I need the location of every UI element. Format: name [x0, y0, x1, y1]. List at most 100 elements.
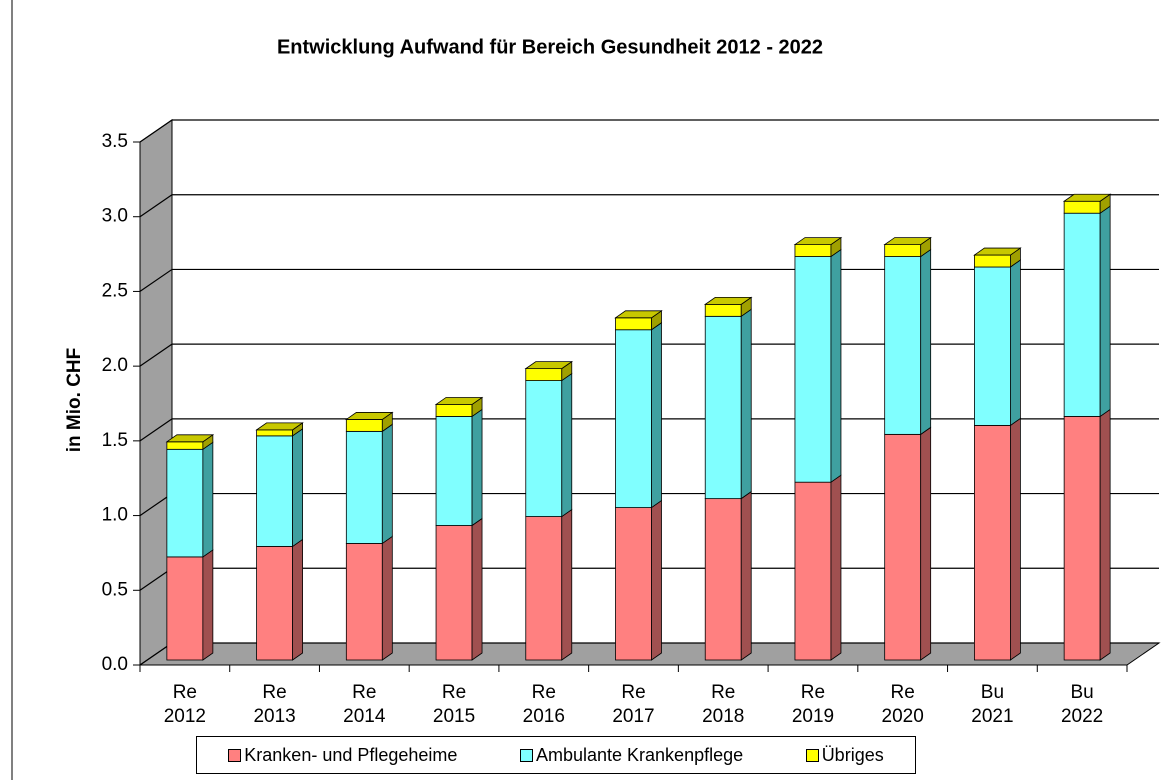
bar	[974, 417, 1021, 661]
bar-front	[615, 507, 652, 661]
x-tick-label: Re 2019	[791, 682, 835, 727]
bar-front	[794, 256, 832, 483]
x-tick-label: Re 2017	[612, 682, 655, 727]
bar-top	[1062, 193, 1112, 202]
x-tick-label: Re 2013	[253, 682, 296, 727]
legend-swatch	[805, 748, 819, 762]
bar-side	[1010, 259, 1021, 427]
bar	[256, 428, 303, 548]
bar	[883, 236, 932, 258]
y-tick-label: 1.5	[102, 430, 128, 451]
x-tick-label: Re 2012	[163, 682, 206, 727]
bar-side	[920, 426, 932, 661]
bar-top	[434, 397, 484, 405]
legend-label: Kranken- und Pflegeheime	[244, 744, 458, 765]
bar	[704, 490, 752, 661]
bar-front	[974, 266, 1011, 426]
bar-top	[793, 237, 843, 245]
bar	[435, 408, 483, 527]
bar	[615, 499, 662, 661]
bar	[345, 535, 393, 661]
bar	[166, 549, 214, 661]
legend-swatch	[519, 748, 533, 762]
bar-front	[884, 433, 922, 661]
bar-side	[471, 517, 483, 661]
bar	[793, 236, 843, 258]
legend-label: Übriges	[821, 744, 884, 765]
bar	[884, 426, 932, 661]
legend: Kranken- und Pflegeheime Ambulante Kranke…	[196, 736, 916, 774]
bar-front	[256, 435, 293, 547]
bar-front	[525, 516, 563, 661]
y-tick-label: 0.5	[102, 579, 128, 600]
bar	[525, 372, 573, 518]
bar-side	[1010, 417, 1021, 661]
x-tick-label: Bu 2022	[1060, 682, 1104, 727]
y-tick-label: 2.5	[102, 280, 128, 301]
bar-top	[703, 296, 753, 305]
legend-swatch	[228, 748, 242, 762]
bar-side	[740, 490, 752, 661]
bar-side	[561, 508, 573, 661]
bar	[525, 508, 573, 661]
bar-side	[740, 308, 752, 500]
bar-front	[166, 556, 204, 661]
x-tick-label: Re 2014	[343, 682, 386, 727]
bar-front	[256, 429, 293, 437]
bar-front	[704, 315, 742, 500]
bar-side	[292, 428, 303, 548]
bar-side	[1099, 408, 1111, 661]
bar	[794, 248, 842, 483]
bar-front	[794, 481, 832, 661]
bar	[256, 538, 303, 661]
bar	[615, 321, 662, 509]
bar-front	[1063, 212, 1101, 417]
bar	[704, 308, 752, 500]
bar-side	[381, 535, 393, 661]
bar-top	[973, 247, 1022, 256]
bar	[1063, 205, 1111, 418]
bar-front	[435, 525, 473, 661]
y-tick-label: 3.0	[102, 206, 128, 227]
bar	[614, 310, 663, 331]
bar-front	[435, 404, 473, 417]
bar-top	[524, 361, 574, 370]
bar	[794, 474, 842, 661]
y-tick-label: 2.0	[102, 355, 128, 376]
bar-front	[345, 543, 383, 661]
bar-side	[651, 499, 662, 661]
legend-label: Ambulante Krankenpflege	[535, 744, 744, 765]
bar-side	[561, 372, 573, 518]
bar-front	[704, 303, 742, 317]
bar-top	[345, 412, 394, 420]
bar	[884, 248, 932, 436]
bar	[435, 517, 483, 661]
y-tick-label: 0.0	[102, 654, 128, 675]
y-tick-label: 3.5	[102, 131, 128, 152]
bar-side	[830, 474, 842, 661]
grid-line	[139, 194, 1159, 218]
legend-item: Kranken- und Pflegeheime	[228, 745, 457, 766]
bar-front	[525, 380, 563, 517]
bar-front	[345, 430, 383, 544]
legend-item: Übriges	[805, 744, 884, 766]
x-tick-label: Bu 2021	[971, 682, 1014, 727]
bar	[524, 360, 574, 382]
bar-top	[614, 310, 663, 319]
bar-side	[202, 549, 214, 661]
x-tick-label: Re 2015	[432, 682, 476, 727]
bar-side	[1099, 205, 1111, 418]
bar-front	[615, 317, 652, 331]
bar-top	[883, 237, 932, 245]
bar	[166, 441, 214, 558]
bar-front	[974, 254, 1011, 268]
bar-front	[1063, 416, 1101, 661]
y-axis-label: in Mio. CHF	[64, 348, 85, 452]
bar	[345, 411, 394, 433]
bar	[973, 247, 1022, 268]
bar-front	[615, 329, 652, 508]
bar-side	[292, 538, 303, 661]
bar	[434, 396, 484, 418]
